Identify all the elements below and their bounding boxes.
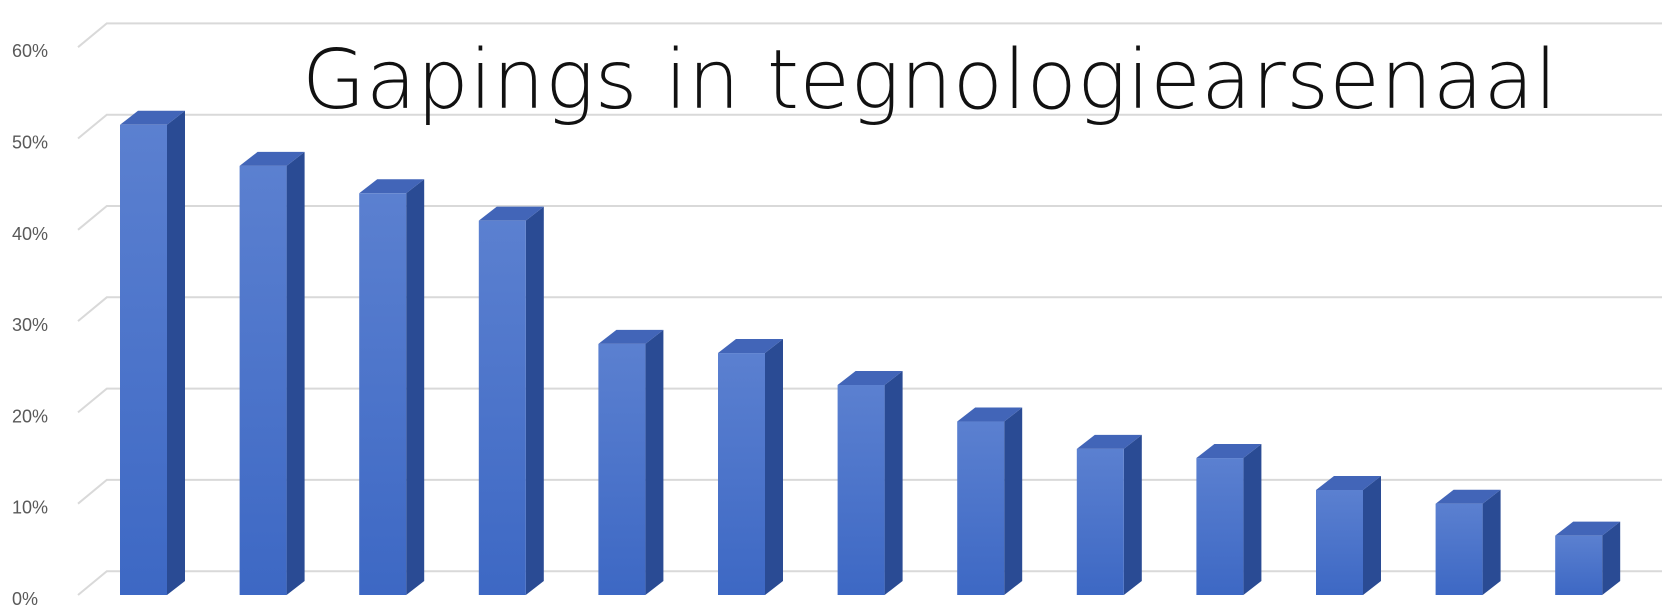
- y-tick-label: 20%: [12, 406, 48, 426]
- bar-top: [598, 329, 664, 344]
- gridline: [77, 387, 1662, 414]
- bar-top: [957, 407, 1023, 422]
- bar-top: [1316, 476, 1381, 491]
- gridline: [77, 205, 1662, 231]
- bar-side: [406, 179, 425, 595]
- gridline: [77, 296, 1662, 322]
- bar-top: [1555, 521, 1621, 536]
- bar-front: [359, 193, 407, 595]
- bar: [1435, 489, 1501, 595]
- bar-side: [1482, 489, 1501, 595]
- bar-front: [1555, 535, 1603, 595]
- bar-front: [957, 421, 1005, 595]
- gridline: [77, 570, 1662, 596]
- bar: [1076, 434, 1142, 595]
- bar: [598, 329, 664, 595]
- bar: [239, 151, 305, 595]
- bar-top: [359, 179, 425, 194]
- bar-top: [239, 151, 305, 166]
- bar: [837, 371, 903, 595]
- bar: [718, 339, 783, 595]
- bar-top: [1435, 489, 1501, 504]
- bar-side: [1123, 434, 1142, 595]
- y-axis-ticks: 0% 10% 20% 30% 40% 50% 60%: [12, 41, 48, 609]
- bar: [1555, 521, 1621, 595]
- gridline: [77, 113, 1662, 140]
- bar-side: [884, 371, 903, 595]
- bar-front: [478, 220, 526, 596]
- bar-front: [1196, 458, 1244, 595]
- bars: [120, 110, 1621, 596]
- y-tick-label: 10%: [12, 498, 48, 518]
- bar-front: [120, 124, 167, 596]
- bar-top: [120, 110, 185, 125]
- bar-side: [1602, 521, 1621, 595]
- bar-front: [239, 165, 287, 595]
- bar-top: [478, 206, 544, 221]
- y-tick-label: 60%: [12, 41, 48, 61]
- bar-front: [1316, 490, 1363, 595]
- bar-side: [645, 329, 664, 595]
- bar-front: [1076, 448, 1124, 595]
- y-tick-label: 30%: [12, 315, 48, 335]
- bar: [359, 179, 425, 595]
- y-tick-label: 0%: [12, 589, 38, 609]
- y-tick-label: 50%: [12, 133, 48, 153]
- bar: [1316, 476, 1381, 595]
- y-tick-label: 40%: [12, 224, 48, 244]
- bar-top: [718, 339, 783, 354]
- bar-top: [1196, 444, 1262, 459]
- bar: [478, 206, 544, 596]
- bar-side: [1243, 444, 1262, 595]
- bar-top: [837, 371, 903, 386]
- bar-front: [718, 353, 765, 595]
- bar-front: [1435, 503, 1483, 595]
- bar-top: [1076, 434, 1142, 449]
- bar-front: [837, 385, 885, 595]
- bar-side: [286, 151, 305, 595]
- bar-side: [1363, 476, 1381, 595]
- bar-side: [765, 339, 783, 595]
- bar-side: [525, 206, 544, 596]
- bar-front: [598, 343, 646, 595]
- gridline: [77, 22, 1662, 48]
- bar: [957, 407, 1023, 595]
- gridlines: [77, 22, 1662, 596]
- bar: [1196, 444, 1262, 595]
- bar: [120, 110, 185, 596]
- chart-title: Gapings in tegnologiearsenaal: [302, 33, 1558, 128]
- bar-side: [1004, 407, 1023, 595]
- bar-side: [167, 110, 185, 596]
- gridline: [77, 478, 1662, 505]
